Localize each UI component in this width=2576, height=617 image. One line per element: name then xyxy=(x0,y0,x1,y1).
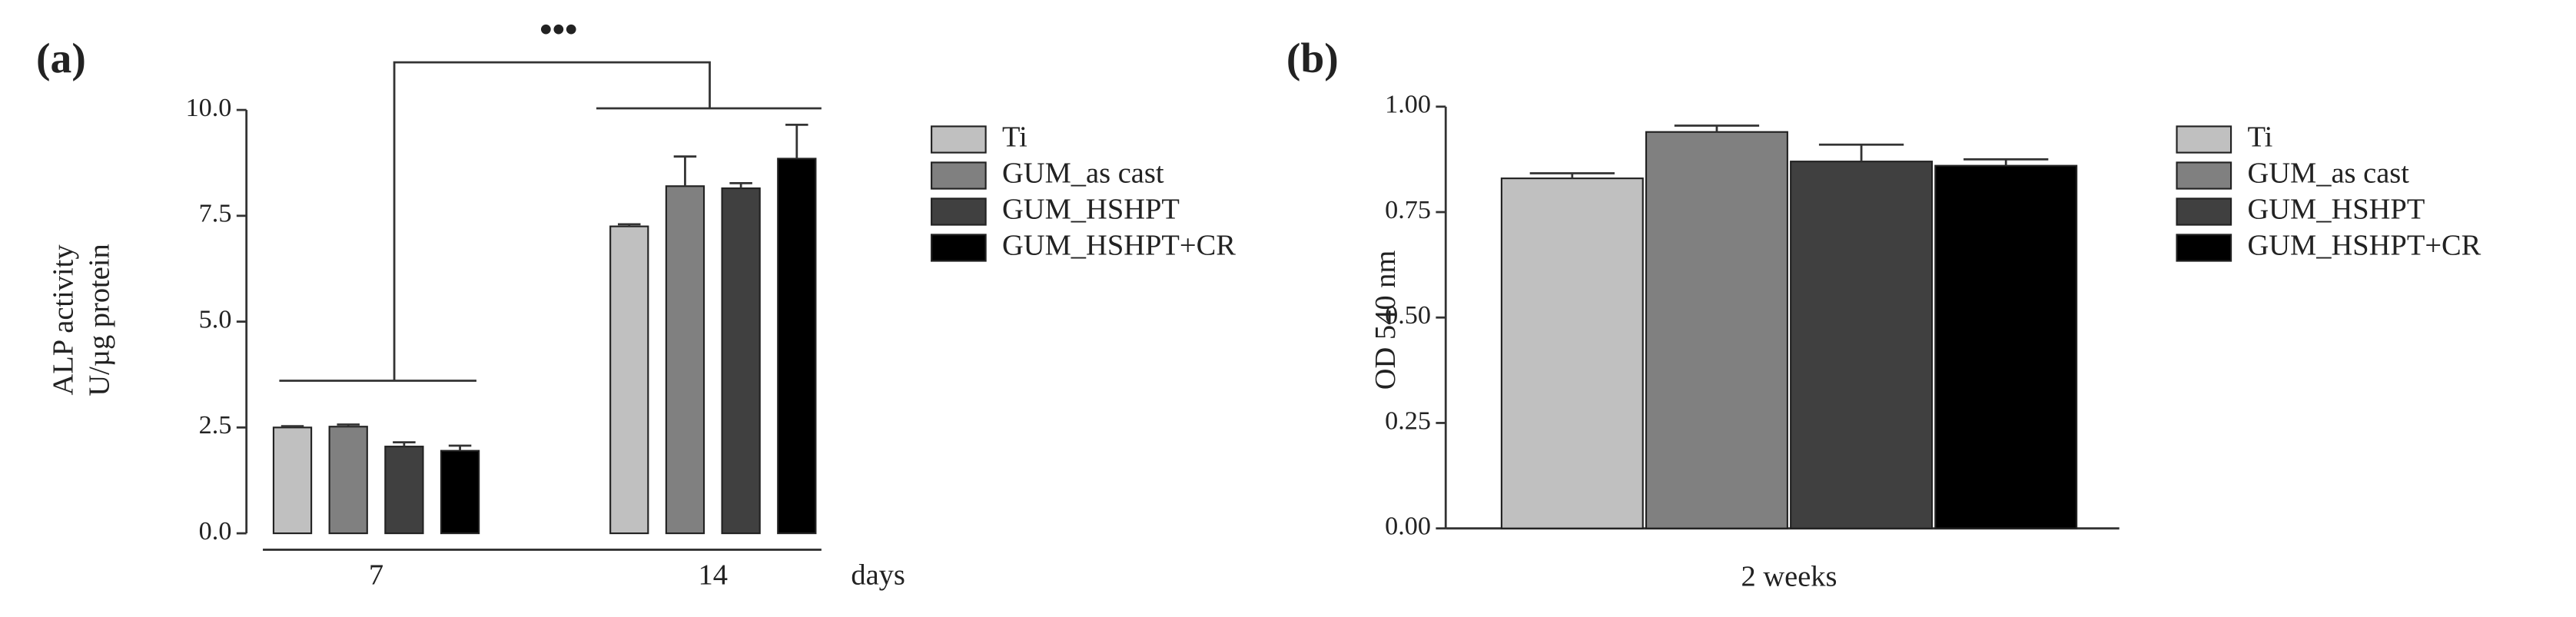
error-bar xyxy=(1818,143,1904,162)
legend-swatch xyxy=(931,234,987,262)
error-bar xyxy=(1964,158,2049,166)
legend-swatch xyxy=(2176,197,2232,226)
y-tick-label: 10.0 xyxy=(186,94,232,122)
y-tick-label: 2.5 xyxy=(199,411,232,440)
legend-swatch xyxy=(931,161,987,190)
y-axis-label: OD 540 nm xyxy=(1369,250,1402,390)
y-axis-label: U/µg protein xyxy=(83,244,115,396)
legend-label: GUM_HSHPT xyxy=(2247,193,2425,225)
legend-label: GUM_as cast xyxy=(1002,157,1164,189)
panel-label: (a) xyxy=(36,35,86,82)
y-tick-label: 0.0 xyxy=(199,517,232,546)
significance-annotation: ••• xyxy=(539,10,577,50)
bar xyxy=(1500,177,1644,529)
legend-label: GUM_as cast xyxy=(2247,157,2409,189)
legend-swatch xyxy=(2176,161,2232,190)
bar xyxy=(1934,164,2078,529)
x-tick-label: 2 weeks xyxy=(1741,561,1837,593)
legend-label: GUM_HSHPT xyxy=(1002,193,1180,225)
error-bar xyxy=(281,425,304,428)
y-tick-label: 0.50 xyxy=(1385,301,1431,330)
bar xyxy=(665,185,705,535)
error-bar xyxy=(337,423,360,427)
y-axis-label: ALP activity xyxy=(47,244,79,396)
bar xyxy=(1790,161,1934,529)
error-bar xyxy=(729,182,752,189)
bar xyxy=(609,225,649,535)
bar xyxy=(721,187,761,535)
y-tick-label: 1.00 xyxy=(1385,91,1431,119)
error-bar xyxy=(448,444,472,451)
y-tick-label: 0.25 xyxy=(1385,406,1431,435)
bar xyxy=(1645,131,1788,529)
x-axis-label: days xyxy=(851,559,905,592)
x-tick-label: 7 xyxy=(369,559,383,592)
error-bar xyxy=(1674,124,1760,132)
error-bar xyxy=(785,123,808,159)
y-tick-label: 7.5 xyxy=(199,200,232,228)
legend-swatch xyxy=(2176,125,2232,154)
legend-label: Ti xyxy=(2247,121,2272,153)
bar xyxy=(384,446,424,535)
legend-label: Ti xyxy=(1002,121,1027,153)
y-tick-label: 5.0 xyxy=(199,305,232,333)
error-bar xyxy=(393,441,416,447)
legend-swatch xyxy=(931,125,987,154)
legend-swatch xyxy=(2176,234,2232,262)
bar xyxy=(328,426,368,535)
bar xyxy=(272,426,313,535)
significance-bracket xyxy=(279,61,822,382)
y-tick-label: 0.00 xyxy=(1385,513,1431,541)
y-tick-label: 0.75 xyxy=(1385,196,1431,224)
error-bar xyxy=(1529,172,1615,179)
bar xyxy=(777,158,817,535)
legend-label: GUM_HSHPT+CR xyxy=(1002,229,1236,261)
bar xyxy=(440,449,480,535)
legend-swatch xyxy=(931,197,987,226)
x-tick-label: 14 xyxy=(699,559,728,592)
error-bar xyxy=(618,223,641,227)
panel-label: (b) xyxy=(1286,35,1339,82)
legend-label: GUM_HSHPT+CR xyxy=(2247,229,2481,261)
error-bar xyxy=(673,155,697,187)
